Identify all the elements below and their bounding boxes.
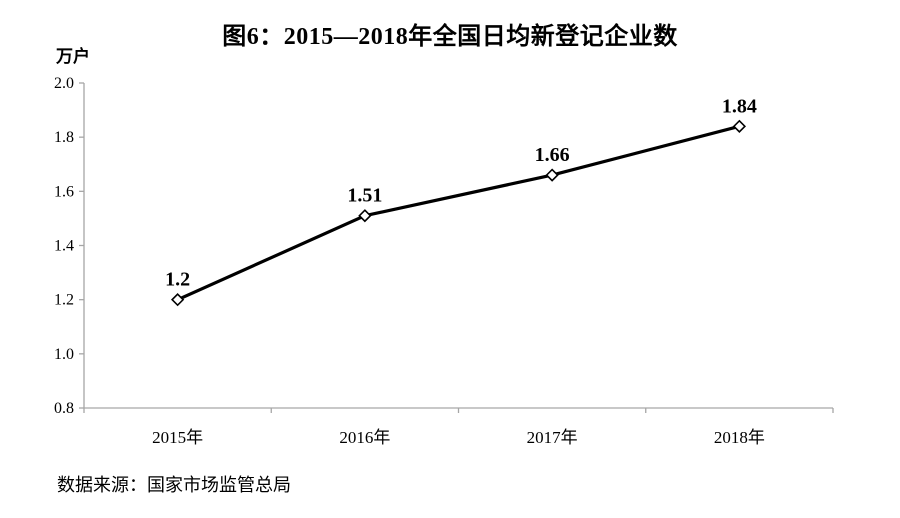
data-point-label: 1.84 <box>722 95 757 117</box>
chart-title: 图6：2015—2018年全国日均新登记企业数 <box>222 24 678 50</box>
data-point-label: 1.2 <box>165 269 190 291</box>
y-tick-label: 1.0 <box>54 346 74 363</box>
x-tick-label: 2016年 <box>339 428 390 447</box>
data-point-label: 1.66 <box>535 144 570 166</box>
data-point-marker <box>358 209 372 223</box>
y-tick-label: 1.6 <box>54 183 74 200</box>
y-tick-label: 2.0 <box>54 75 74 92</box>
source-note: 数据来源：国家市场监管总局 <box>57 475 291 495</box>
y-tick-label: 1.2 <box>54 292 74 309</box>
data-point-marker <box>732 119 747 133</box>
data-point-label: 1.51 <box>347 185 382 207</box>
x-tick-label: 2018年 <box>714 428 765 447</box>
x-tick-label: 2017年 <box>527 428 578 447</box>
x-tick-label: 2015年 <box>152 428 203 447</box>
series-line <box>176 124 740 302</box>
y-axis-unit-label: 万户 <box>56 47 90 66</box>
y-tick-label: 1.4 <box>54 238 74 255</box>
y-tick-label: 0.8 <box>54 400 74 417</box>
data-point-marker <box>170 293 185 307</box>
y-tick-label: 1.8 <box>54 129 74 146</box>
data-point-marker <box>545 168 559 182</box>
